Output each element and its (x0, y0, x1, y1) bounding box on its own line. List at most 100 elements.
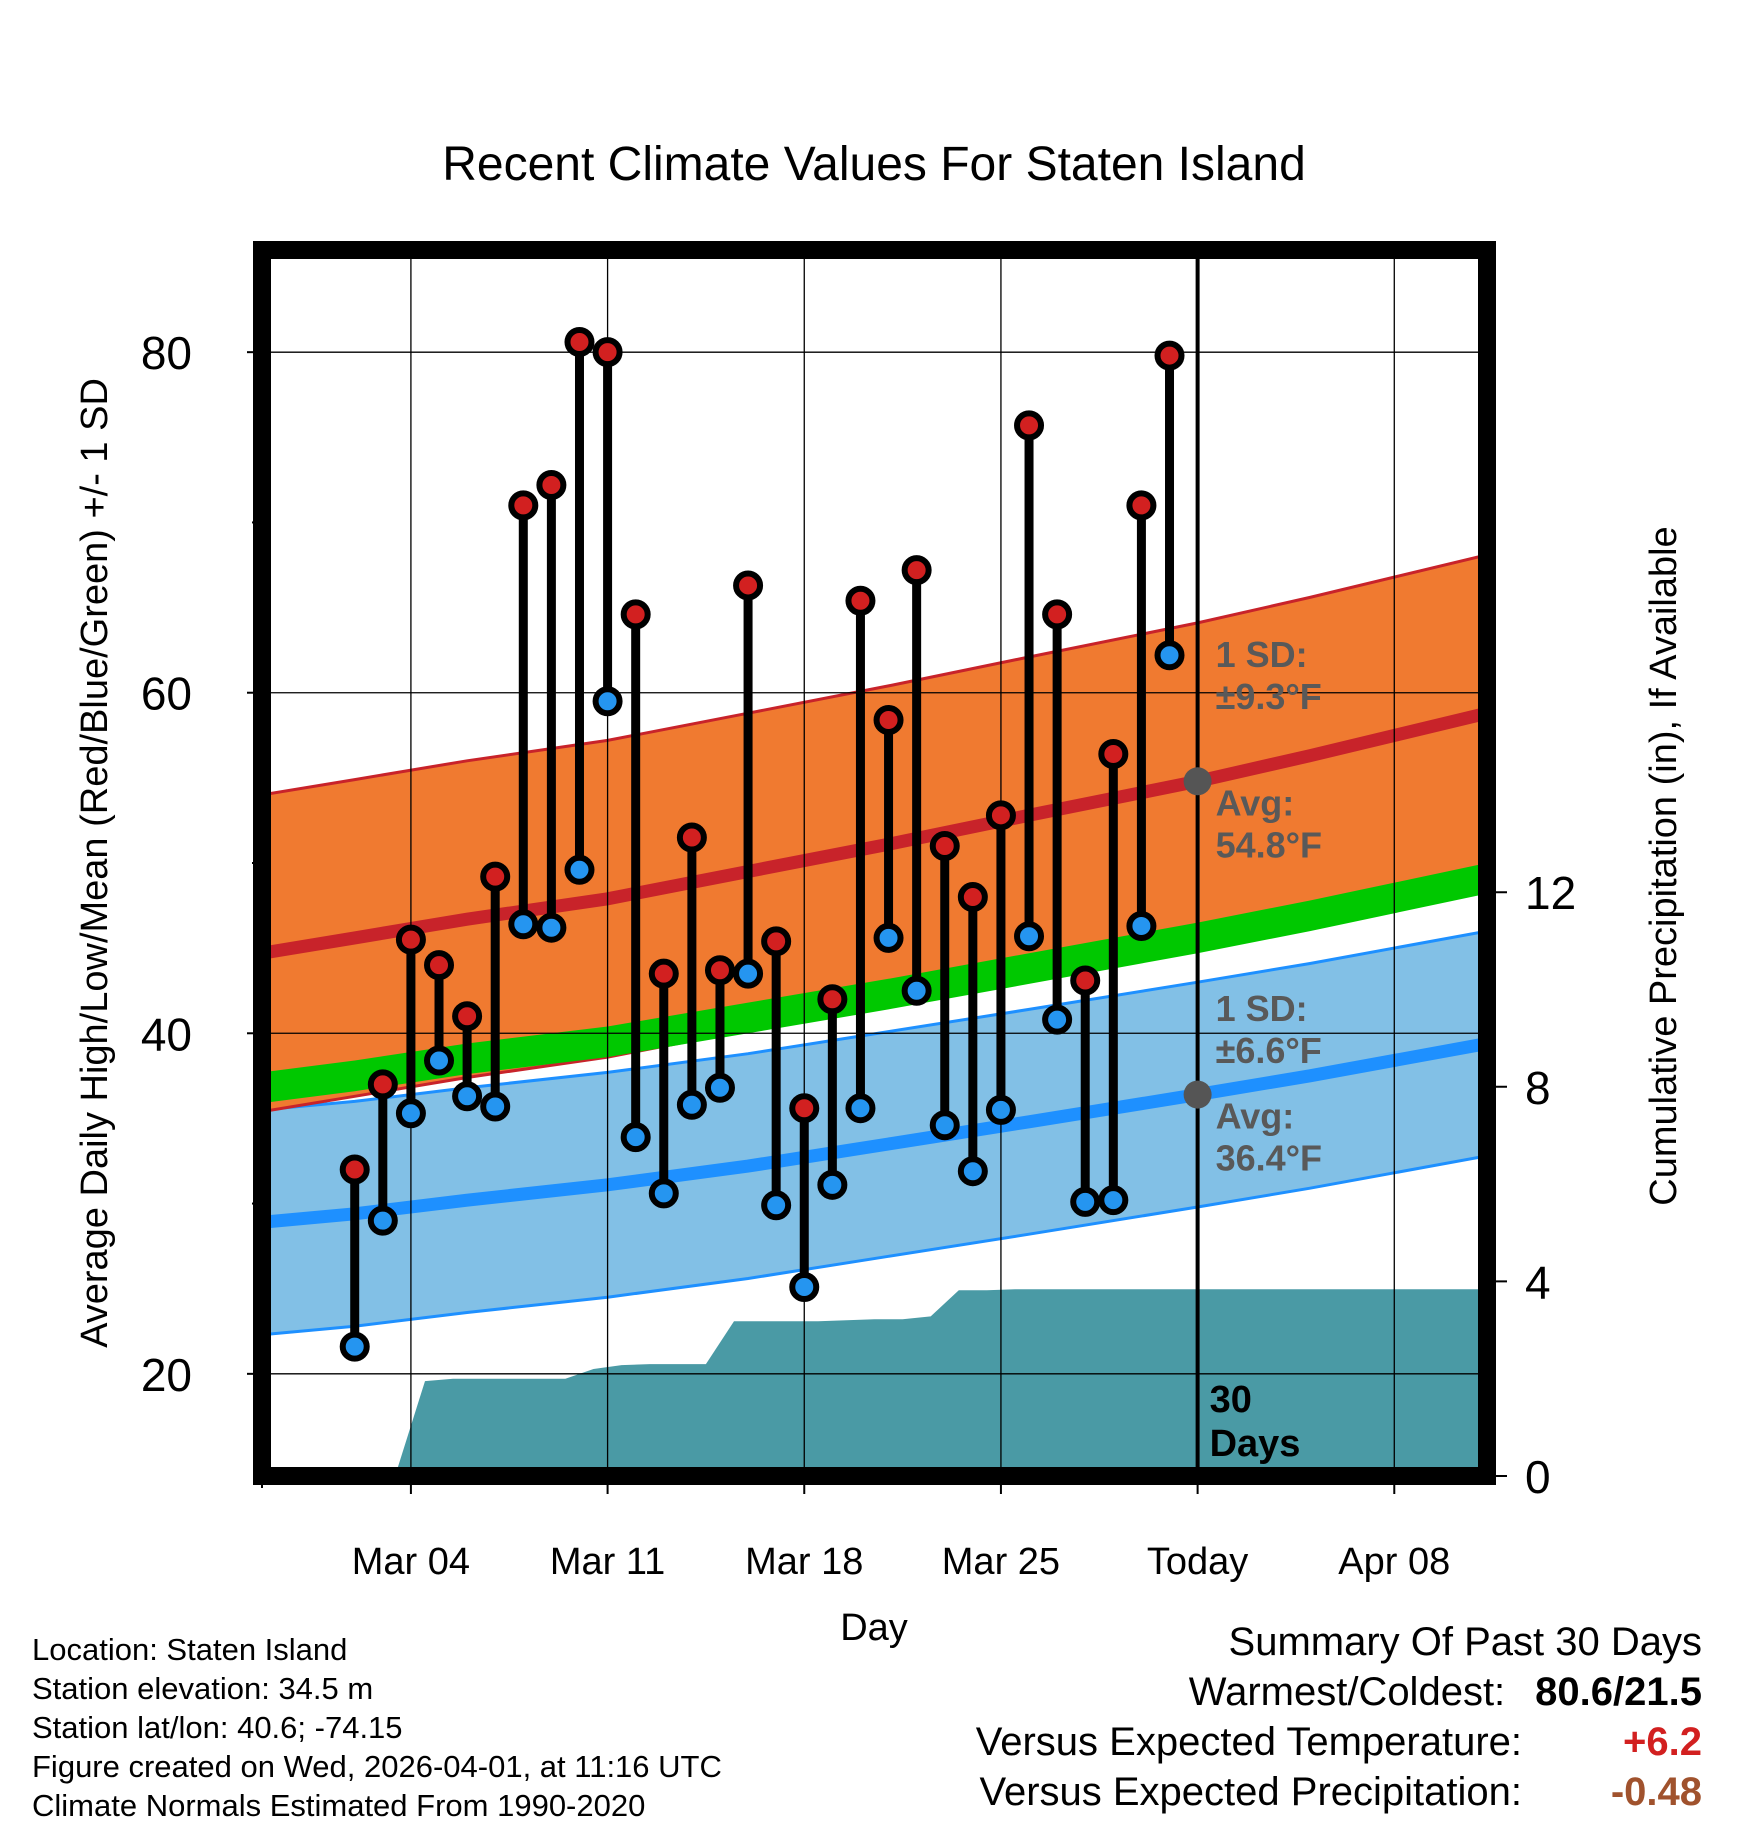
summary-precip-value: -0.48 (1610, 1770, 1702, 1814)
footer-location: Location: Staten Island (32, 1632, 348, 1667)
high-point (367, 1069, 398, 1100)
y2-tick-label: 8 (1525, 1062, 1551, 1114)
x-axis-label: Day (840, 1607, 908, 1649)
high-point (676, 822, 707, 853)
x-tick-label: Mar 11 (550, 1541, 665, 1583)
high-point (648, 958, 679, 989)
high-point (339, 1154, 370, 1185)
high-point (1014, 410, 1045, 441)
high-point (733, 570, 764, 601)
low-point (1070, 1186, 1101, 1217)
low-point (929, 1110, 960, 1141)
low-point (845, 1093, 876, 1124)
summary-warmest-label: Warmest/Coldest: (1188, 1670, 1506, 1714)
high-point (424, 950, 455, 981)
low-point (452, 1081, 483, 1112)
high-point (985, 800, 1016, 831)
high-point (929, 830, 960, 861)
y-tick-label: 20 (141, 1349, 192, 1401)
low-point (648, 1178, 679, 1209)
low-point (367, 1205, 398, 1236)
high-point (1042, 599, 1073, 630)
data-marks (339, 326, 1185, 1362)
low-sd-value: ±6.6°F (1216, 1030, 1322, 1071)
summary-temp-row: Versus Expected Temperature: +6.2 (976, 1720, 1702, 1765)
low-point (536, 912, 567, 943)
high-point (1098, 739, 1129, 770)
summary-title: Summary Of Past 30 Days (1228, 1620, 1702, 1664)
y2-axis-label: Cumulative Precipitation (in), If Availa… (1643, 526, 1685, 1205)
x-tick-label: Mar 18 (745, 1541, 863, 1583)
low-point (704, 1072, 735, 1103)
low-point (985, 1094, 1016, 1125)
high-sd-label: 1 SD: (1216, 634, 1308, 675)
low-point (1126, 911, 1157, 942)
low-point (620, 1122, 651, 1153)
high-point (480, 861, 511, 892)
summary-precip-row: Versus Expected Precipitation: -0.48 (979, 1770, 1702, 1815)
high-sd-band (262, 554, 1487, 1112)
high-point (901, 555, 932, 586)
low-sd-label: 1 SD: (1216, 988, 1308, 1029)
high-point (873, 704, 904, 735)
low-point (339, 1331, 370, 1362)
low-point (395, 1098, 426, 1129)
low-point (1098, 1185, 1129, 1216)
summary-precip-label: Versus Expected Precipitation: (979, 1770, 1522, 1814)
low-point (424, 1045, 455, 1076)
high-point (761, 926, 792, 957)
summary-warmest-value: 80.6/21.5 (1535, 1670, 1702, 1714)
low-point (873, 922, 904, 953)
y2-tick-label: 4 (1525, 1256, 1551, 1308)
footer-latlon: Station lat/lon: 40.6; -74.15 (32, 1710, 403, 1745)
chart-title: Recent Climate Values For Staten Island (442, 138, 1306, 191)
low-point (564, 854, 595, 885)
y-tick-label: 60 (141, 668, 192, 720)
y-tick-label: 40 (141, 1008, 192, 1060)
x-tick-label: Mar 04 (352, 1541, 470, 1583)
high-avg-value: 54.8°F (1216, 824, 1322, 865)
plot-area (262, 553, 1487, 1476)
low-point (817, 1169, 848, 1200)
high-point (1154, 340, 1185, 371)
low-avg-label: Avg: (1216, 1096, 1295, 1137)
low-point (957, 1156, 988, 1187)
low-point (1042, 1004, 1073, 1035)
low-point (733, 958, 764, 989)
footer-elevation: Station elevation: 34.5 m (32, 1671, 374, 1706)
high-point (564, 326, 595, 357)
low-avg-value: 36.4°F (1216, 1138, 1322, 1179)
high-sd-value: ±9.3°F (1216, 676, 1322, 717)
high-point (508, 490, 539, 521)
low-point (480, 1091, 511, 1122)
high-point (1070, 965, 1101, 996)
x-tick-label: Mar 25 (942, 1541, 1060, 1583)
low-point (789, 1271, 820, 1302)
precip-area (262, 1289, 1487, 1476)
high-point (592, 337, 623, 368)
high-point (704, 955, 735, 986)
x-tick-label: Apr 08 (1338, 1541, 1450, 1583)
y-tick-label: 80 (141, 327, 192, 379)
low-point (676, 1089, 707, 1120)
high-point (957, 882, 988, 913)
low-point (1154, 640, 1185, 671)
footer-created: Figure created on Wed, 2026-04-01, at 11… (32, 1749, 722, 1784)
summary-temp-value: +6.2 (1623, 1720, 1702, 1764)
high-point (536, 469, 567, 500)
low-point (901, 975, 932, 1006)
today-days-label: Days (1210, 1423, 1301, 1465)
summary-temp-label: Versus Expected Temperature: (975, 1720, 1522, 1764)
high-point (620, 599, 651, 630)
high-point (789, 1093, 820, 1124)
high-avg-label: Avg: (1216, 782, 1295, 823)
high-point (845, 585, 876, 616)
x-tick-label: Today (1147, 1541, 1248, 1583)
low-point (592, 686, 623, 717)
low-point (761, 1190, 792, 1221)
high-point (452, 1001, 483, 1032)
high-point (817, 984, 848, 1015)
today-high-avg-marker (1183, 767, 1212, 796)
